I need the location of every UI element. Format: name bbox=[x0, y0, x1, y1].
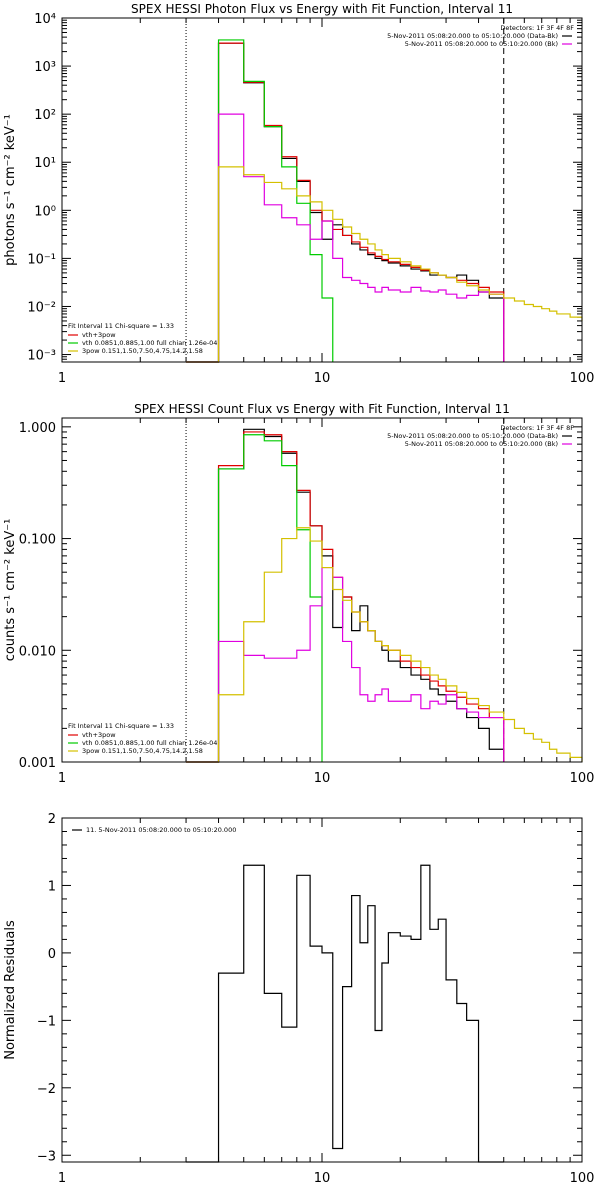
series-line bbox=[186, 39, 334, 363]
legend-entry: 5-Nov-2011 05:08:20.000 to 05:10:20.000 … bbox=[405, 40, 558, 48]
chart-panel-2: SPEX HESSI Count Flux vs Energy with Fit… bbox=[3, 402, 594, 786]
legend-header: Detectors: 1F 3F 4F 8F bbox=[500, 24, 574, 32]
series-line bbox=[186, 566, 505, 763]
y-tick-label: 10⁰ bbox=[34, 204, 56, 219]
legend-entry: vth 0.0851,0.885,1.00 full chian 1.26e-0… bbox=[82, 339, 217, 347]
y-axis-label: counts s⁻¹ cm⁻² keV⁻¹ bbox=[3, 519, 18, 662]
y-axis-label: Normalized Residuals bbox=[3, 920, 18, 1060]
y-tick-label: 10⁴ bbox=[34, 12, 56, 27]
y-tick-label: 10² bbox=[34, 108, 56, 123]
fit-legend-header: Fit Interval 11 Chi-square = 1.33 bbox=[68, 722, 174, 730]
y-tick-label: 0.010 bbox=[19, 644, 56, 659]
chart-title: SPEX HESSI Count Flux vs Energy with Fit… bbox=[134, 402, 510, 416]
series-line bbox=[186, 527, 583, 763]
x-tick-label: 100 bbox=[570, 771, 595, 786]
plot-frame bbox=[61, 17, 583, 363]
legend-entry: 3pow 0.151,1.50,7.50,4.75,14.2,1.58 bbox=[82, 347, 203, 355]
y-tick-label: 0.100 bbox=[19, 533, 56, 548]
y-tick-label: 10⁻³ bbox=[27, 349, 56, 364]
series-line bbox=[186, 864, 504, 1163]
legend-header: Detectors: 1F 3F 4F 8F bbox=[500, 424, 574, 432]
fit-legend-header: Fit Interval 11 Chi-square = 1.33 bbox=[68, 322, 174, 330]
legend-entry: 11. 5-Nov-2011 05:08:20.000 to 05:10:20.… bbox=[86, 826, 236, 834]
y-tick-label: 10¹ bbox=[34, 156, 56, 171]
series-line bbox=[186, 431, 505, 763]
legend-entry: vth+3pow bbox=[82, 731, 116, 739]
plot-frame bbox=[61, 817, 583, 1163]
y-tick-label: 2 bbox=[48, 812, 56, 827]
x-tick-label: 10 bbox=[314, 1171, 331, 1186]
series-line bbox=[186, 113, 505, 363]
series-line bbox=[186, 434, 323, 763]
legend-entry: 5-Nov-2011 05:08:20.000 to 05:10:20.000 … bbox=[405, 440, 558, 448]
legend-entry: 3pow 0.151,1.50,7.50,4.75,14.2,1.58 bbox=[82, 747, 203, 755]
legend-entry: vth 0.0851,0.885,1.00 full chian 1.26e-0… bbox=[82, 739, 217, 747]
y-tick-label: −1 bbox=[37, 1014, 56, 1029]
y-axis-label: photons s⁻¹ cm⁻² keV⁻¹ bbox=[3, 114, 18, 266]
legend-entry: 5-Nov-2011 05:08:20.000 to 05:10:20.000 … bbox=[387, 432, 558, 440]
y-tick-label: 10⁻¹ bbox=[27, 252, 56, 267]
y-tick-label: 10⁻² bbox=[27, 300, 56, 315]
x-tick-label: 1 bbox=[58, 1171, 66, 1186]
y-tick-label: 10³ bbox=[34, 60, 56, 75]
legend-entry: vth+3pow bbox=[82, 331, 116, 339]
series-line bbox=[186, 428, 505, 763]
x-tick-label: 100 bbox=[570, 371, 595, 386]
y-tick-label: 0.001 bbox=[19, 756, 56, 771]
chart-title: SPEX HESSI Photon Flux vs Energy with Fi… bbox=[131, 2, 513, 16]
y-tick-label: −2 bbox=[37, 1082, 56, 1097]
series-line bbox=[186, 166, 583, 363]
x-tick-label: 10 bbox=[314, 771, 331, 786]
y-tick-label: −3 bbox=[37, 1149, 56, 1164]
y-tick-label: 1 bbox=[48, 879, 56, 894]
x-tick-label: 10 bbox=[314, 371, 331, 386]
plot-frame bbox=[61, 417, 583, 763]
series-line bbox=[186, 42, 505, 363]
legend-entry: 5-Nov-2011 05:08:20.000 to 05:10:20.000 … bbox=[387, 32, 558, 40]
y-tick-label: 1.000 bbox=[19, 421, 56, 436]
series-line bbox=[186, 42, 505, 363]
x-tick-label: 1 bbox=[58, 771, 66, 786]
x-tick-label: 100 bbox=[570, 1171, 595, 1186]
x-tick-label: 1 bbox=[58, 371, 66, 386]
y-tick-label: 0 bbox=[48, 947, 56, 962]
chart-panel-1: SPEX HESSI Photon Flux vs Energy with Fi… bbox=[3, 2, 594, 386]
